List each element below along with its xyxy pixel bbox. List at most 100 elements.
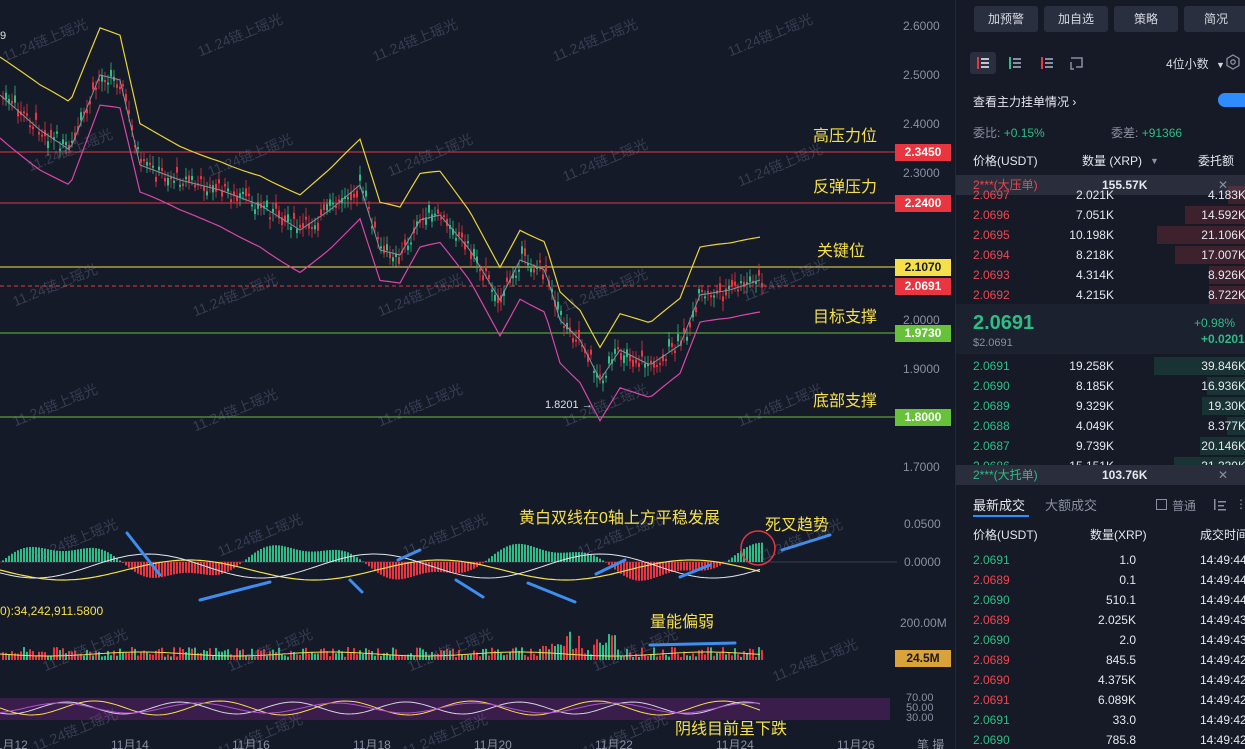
volume-bar — [245, 655, 247, 660]
ask-total: 4.183K — [1207, 188, 1245, 202]
main-orders-toggle[interactable] — [1218, 93, 1245, 107]
candle-body — [233, 191, 235, 196]
normal-checkbox[interactable] — [1156, 499, 1167, 510]
header-total[interactable]: 委托额 — [1198, 154, 1235, 168]
volume-bar — [338, 649, 340, 660]
macd-bar — [395, 562, 397, 580]
bid-total: 8.377K — [1207, 419, 1245, 433]
bid-row[interactable]: 2.0690 8.185K 16.936K — [956, 376, 1245, 396]
candle-body — [590, 349, 592, 355]
candle-body — [323, 204, 325, 210]
macd-bar — [521, 543, 523, 562]
candle-body — [134, 145, 136, 148]
candle-body — [185, 176, 187, 180]
big-bid-row[interactable]: 2***(大托单) 103.76K ✕ — [956, 465, 1245, 485]
kline-chart-area[interactable]: 11.24链上瑶光 11.24链上瑶光 11.24链上瑶光 11.24链上瑶光 11.2… — [0, 0, 955, 749]
macd-bar — [467, 562, 469, 572]
macd-bar — [491, 556, 493, 562]
macd-bar — [239, 562, 241, 565]
macd-dea-line — [0, 559, 761, 581]
ask-row[interactable]: 2.0694 8.218K 17.007K — [956, 245, 1245, 265]
candle-body — [404, 239, 406, 246]
volume-bar — [644, 654, 646, 660]
macd-bar — [656, 562, 658, 578]
volume-bar — [125, 652, 127, 660]
candle-body — [170, 177, 172, 180]
candle-body — [695, 307, 697, 313]
bid-row[interactable]: 2.0687 9.739K 20.146K — [956, 436, 1245, 456]
macd-bar — [236, 562, 238, 567]
macd-bar — [557, 552, 559, 562]
header-qty[interactable]: 数量 (XRP) — [1082, 154, 1143, 168]
ask-depth-bar — [1174, 246, 1245, 264]
candle-body — [617, 347, 619, 350]
tab-large-trades[interactable]: 大额成交 — [1045, 498, 1098, 513]
ask-row[interactable]: 2.0696 7.051K 14.592K — [956, 205, 1245, 225]
kline-chart-svg[interactable] — [0, 0, 955, 749]
volume-bar — [611, 635, 613, 660]
macd-bar — [227, 562, 229, 572]
decimals-select[interactable]: 4位小数 ▼ — [1166, 55, 1225, 72]
volume-bar — [281, 654, 283, 660]
volume-bar — [65, 653, 67, 660]
ask-row[interactable]: 2.0693 4.314K 8.926K — [956, 265, 1245, 285]
qty-sort-icon[interactable]: ▼ — [1150, 156, 1159, 166]
trade-row: 2.0690 4.375K 14:49:42 — [956, 670, 1245, 690]
volume-bar — [731, 655, 733, 660]
upper-band — [0, 27, 761, 349]
normal-label: 普通 — [1172, 499, 1197, 513]
macd-bar — [89, 547, 91, 562]
volume-bar — [500, 653, 502, 660]
strategy-button[interactable]: 策略 — [1114, 6, 1178, 32]
macd-bar — [119, 560, 121, 562]
trade-row: 2.0689 0.1 14:49:44 — [956, 570, 1245, 590]
macd-bar — [515, 543, 517, 562]
bid-qty: 9.739K — [1075, 439, 1114, 453]
volume-bar — [740, 656, 742, 660]
ask-row[interactable]: 2.0692 4.215K 8.722K — [956, 285, 1245, 305]
macd-bar — [59, 550, 61, 562]
ratio-stat: 委比: +0.15% — [973, 124, 1045, 141]
bid-row[interactable]: 2.0691 19.258K 39.846K — [956, 356, 1245, 376]
volume-bar — [674, 647, 676, 660]
main-orders-link[interactable]: 查看主力挂单情况 › — [973, 93, 1076, 110]
ask-row[interactable]: 2.0695 10.198K 21.106K — [956, 225, 1245, 245]
tab-latest-trades[interactable]: 最新成交 — [973, 498, 1026, 513]
trade-time: 14:49:42 — [1200, 673, 1245, 687]
low-price-marker: 1.8201 → — [545, 399, 593, 411]
volume-bar — [35, 655, 37, 660]
candle-body — [587, 354, 589, 362]
close-icon[interactable]: ✕ — [1218, 178, 1229, 192]
more-icon[interactable]: ⋮ — [1235, 497, 1245, 511]
candle-body — [476, 256, 478, 263]
ask-row[interactable]: 2.0697 2.021K 4.183K — [956, 185, 1245, 205]
candle-body — [287, 214, 289, 222]
macd-bar — [134, 562, 136, 572]
candle-body — [431, 214, 433, 222]
volume-bar — [623, 656, 625, 660]
macd-bar — [665, 562, 667, 574]
bid-row[interactable]: 2.0689 9.329K 19.30K — [956, 396, 1245, 416]
diff-label: 委差: — [1111, 126, 1139, 140]
filter-icon[interactable] — [1212, 497, 1228, 513]
view-both-icon[interactable] — [970, 52, 996, 74]
close-icon[interactable]: ✕ — [1218, 468, 1229, 482]
corner-label[interactable]: 笔 撮 — [917, 738, 945, 749]
add-alert-button[interactable]: 加预警 — [974, 6, 1038, 32]
candle-body — [575, 339, 577, 342]
big-ask-row[interactable]: 2***(大压单) 155.57K ✕ — [956, 175, 1245, 195]
settings-icon[interactable] — [1225, 54, 1241, 70]
volume-bar — [227, 649, 229, 660]
ask-depth-bar — [1157, 226, 1245, 244]
candle-body — [200, 176, 202, 180]
bid-row[interactable]: 2.0688 4.049K 8.377K — [956, 416, 1245, 436]
view-bids-icon[interactable] — [1004, 52, 1026, 74]
overview-button[interactable]: 简况 — [1184, 6, 1245, 32]
candle-body — [98, 79, 100, 82]
view-asks-icon[interactable] — [1036, 52, 1058, 74]
macd-bar — [539, 548, 541, 562]
volume-bar — [698, 650, 700, 660]
add-watchlist-button[interactable]: 加自选 — [1044, 6, 1108, 32]
fullscreen-icon[interactable] — [1066, 52, 1088, 74]
candle-body — [59, 148, 61, 151]
